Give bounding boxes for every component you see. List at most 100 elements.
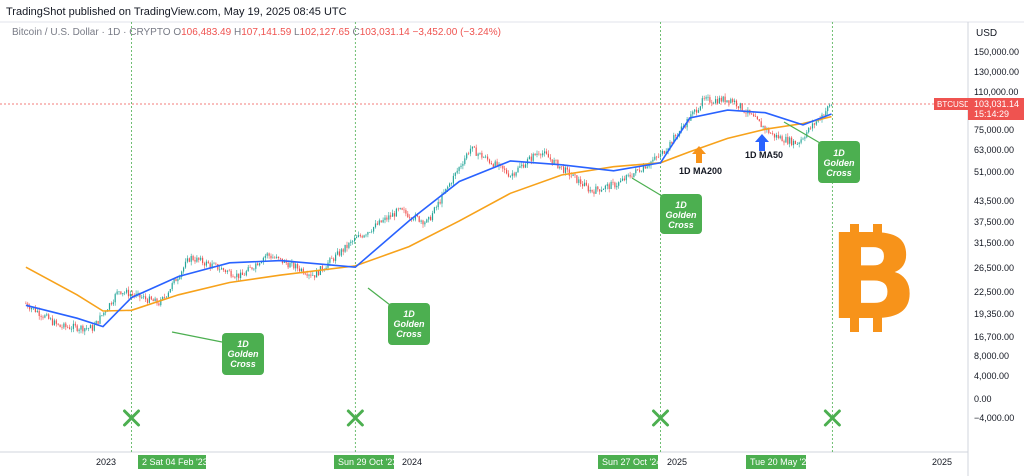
close-label: C xyxy=(352,27,360,38)
candle-body xyxy=(456,170,458,173)
candle-body xyxy=(587,185,589,192)
candle-body xyxy=(59,324,61,328)
candle-body xyxy=(338,251,340,256)
golden-cross-callout-3: 1D Golden Cross xyxy=(631,177,702,234)
cross-vertical-lines xyxy=(131,22,833,452)
candle-body xyxy=(291,262,293,264)
candle-body xyxy=(433,207,435,214)
candle-body xyxy=(732,99,734,102)
candle-body xyxy=(475,147,477,156)
candle-body xyxy=(511,173,513,177)
bitcoin-bar xyxy=(873,224,882,244)
price-tick-label: 0.00 xyxy=(974,394,992,404)
candle-body xyxy=(612,182,614,183)
candle-body xyxy=(162,297,164,300)
candle-body xyxy=(262,257,264,262)
candle-body xyxy=(530,156,532,161)
candle-body xyxy=(230,270,232,277)
candle-body xyxy=(264,255,266,258)
callout-line-2: Golden xyxy=(824,158,856,168)
candle-body xyxy=(422,220,424,225)
candle-body xyxy=(502,165,504,169)
candle-body xyxy=(669,142,671,149)
candle-body xyxy=(179,276,181,279)
candle-body xyxy=(241,272,244,275)
candle-body xyxy=(561,166,563,167)
candle-body xyxy=(521,164,523,167)
candle-body xyxy=(112,302,114,305)
date-marker-bg xyxy=(598,455,658,469)
candle-body xyxy=(517,167,519,173)
candle-body xyxy=(426,219,428,223)
candle-body xyxy=(150,296,152,300)
currency-label[interactable]: USD xyxy=(976,28,998,39)
high-value: 107,141.59 xyxy=(241,27,292,38)
candle-body xyxy=(775,135,777,138)
candle-body xyxy=(257,263,259,266)
callout-line-3: Cross xyxy=(230,359,256,369)
candle-body xyxy=(192,256,194,260)
candle-body xyxy=(403,209,405,211)
candle-body xyxy=(165,296,168,298)
candle-body xyxy=(652,159,654,162)
candle-body xyxy=(604,185,606,189)
candle-body xyxy=(240,272,242,278)
candle-body xyxy=(718,97,720,104)
candle-body xyxy=(418,216,420,222)
candle-body xyxy=(156,298,158,304)
year-label-2025: 2025 xyxy=(667,457,687,467)
candle-body xyxy=(34,307,36,313)
candle-body xyxy=(183,267,185,272)
candle-body xyxy=(608,184,610,189)
candle-body xyxy=(762,126,764,128)
candle-body xyxy=(523,164,525,168)
candle-body xyxy=(108,303,111,310)
candle-body xyxy=(680,126,682,132)
candle-body xyxy=(751,113,753,115)
candle-body xyxy=(705,97,707,99)
candle-body xyxy=(825,111,827,116)
candle-body xyxy=(139,292,141,298)
candle-body xyxy=(631,176,633,178)
callout-line-2: Golden xyxy=(228,349,260,359)
high-label: H xyxy=(233,27,242,38)
candle-body xyxy=(44,315,46,318)
price-tick-label: 43,500.00 xyxy=(974,196,1014,206)
candle-body xyxy=(564,167,567,173)
callout-box xyxy=(388,303,430,345)
candle-body xyxy=(245,271,247,276)
candle-body xyxy=(101,315,103,316)
candle-body xyxy=(697,110,700,113)
candle-body xyxy=(342,249,344,252)
bitcoin-bar xyxy=(850,312,859,332)
candle-body xyxy=(124,292,126,294)
candle-body xyxy=(430,216,432,221)
bitcoin-logo: B xyxy=(828,208,918,346)
callout-pointer xyxy=(171,331,223,343)
callout-pointer xyxy=(367,287,391,306)
symbol-legend[interactable]: Bitcoin / U.S. Dollar · 1D · CRYPTO O106… xyxy=(12,27,501,38)
candle-body xyxy=(312,275,314,276)
candle-body xyxy=(637,169,639,170)
candle-body xyxy=(447,186,449,189)
candle-body xyxy=(800,139,802,143)
candle-body xyxy=(789,137,791,144)
candle-body xyxy=(213,263,215,265)
candle-body xyxy=(454,172,456,176)
candle-body xyxy=(574,174,576,176)
candle-body xyxy=(555,160,557,161)
candle-body xyxy=(519,166,521,168)
candle-body xyxy=(274,257,276,259)
candle-body xyxy=(352,241,354,242)
candle-body xyxy=(570,175,572,177)
callout-line-1: 1D xyxy=(403,309,415,319)
candle-body xyxy=(741,103,743,111)
candle-body xyxy=(644,166,646,169)
candle-body xyxy=(582,184,584,187)
candle-body xyxy=(78,329,80,331)
candle-body xyxy=(532,153,534,161)
candle-body xyxy=(308,274,310,276)
candle-body xyxy=(279,258,282,259)
candle-body xyxy=(633,173,635,178)
